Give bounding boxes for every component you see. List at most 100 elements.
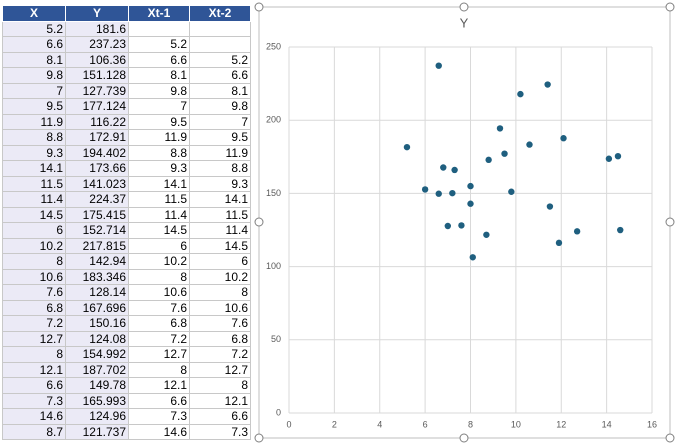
- data-point: [444, 222, 452, 230]
- table-cell: 10.6: [2, 268, 66, 285]
- table-row: 12.1 187.702 8 12.7: [2, 361, 251, 378]
- table-cell: 6: [2, 222, 66, 239]
- table-cell: 167.696: [65, 299, 129, 316]
- table-row: 8.7 121.737 14.6 7.3: [2, 423, 251, 440]
- column-header: Y: [65, 5, 129, 22]
- table-row: 6.6 237.23 5.2: [2, 36, 251, 53]
- table-cell: 12.7: [2, 330, 66, 347]
- y-tick-label: 250: [266, 41, 281, 51]
- table-cell: 124.08: [65, 330, 129, 347]
- table-cell: 8: [2, 346, 66, 363]
- y-tick-label: 100: [266, 261, 281, 271]
- table-cell: 9.5: [128, 113, 190, 130]
- table-cell: 217.815: [65, 237, 129, 254]
- table-row: 9.3 194.402 8.8 11.9: [2, 144, 251, 161]
- x-tick-label: 8: [468, 419, 473, 429]
- table-cell: 172.91: [65, 129, 129, 146]
- table-cell: 9.3: [2, 144, 66, 161]
- table-cell: 6: [189, 253, 251, 270]
- data-point: [435, 190, 442, 197]
- table-cell: 7.3: [189, 423, 251, 440]
- table-row: 5.2 181.6: [2, 20, 251, 37]
- data-point: [544, 81, 551, 88]
- table-cell: 177.124: [65, 98, 129, 115]
- table-cell: 6.6: [189, 67, 251, 84]
- data-point: [451, 166, 458, 174]
- data-point: [403, 143, 411, 151]
- table-cell: 6.6: [2, 377, 66, 394]
- data-point: [469, 254, 476, 261]
- data-point: [614, 152, 622, 160]
- table-cell: 152.714: [65, 222, 129, 239]
- x-tick-label: 16: [647, 419, 657, 429]
- x-tick-label: 6: [423, 419, 428, 429]
- table-row: 8 142.94 10.2 6: [2, 253, 251, 270]
- x-tick-label: 12: [556, 419, 566, 429]
- table-cell: 187.702: [65, 361, 129, 378]
- table-cell: 8.7: [2, 423, 66, 440]
- table-cell: 9.8: [128, 82, 190, 99]
- data-point: [440, 164, 447, 171]
- table-row: 8 154.992 12.7 7.2: [2, 346, 251, 363]
- data-point: [485, 156, 492, 164]
- data-table: X Y Xt-1 Xt-2 5.2 181.6 6.6 237.23 5.2 8.1 106.36 6…: [2, 5, 251, 440]
- table-cell: 7.3: [128, 408, 190, 425]
- table-cell: 237.23: [65, 36, 129, 53]
- table-cell: 7.2: [189, 346, 251, 363]
- data-point: [546, 203, 554, 210]
- data-point: [501, 150, 508, 157]
- table-cell: 10.6: [189, 299, 251, 316]
- resize-handle: [665, 217, 675, 227]
- data-point: [517, 90, 524, 98]
- table-row: 9.5 177.124 7 9.8: [2, 98, 251, 115]
- table-cell: 116.22: [65, 113, 129, 130]
- table-cell: 11.5: [2, 175, 66, 192]
- table-cell: 6.6: [128, 392, 190, 409]
- resize-handle: [665, 433, 675, 443]
- table-row: 6.6 149.78 12.1 8: [2, 377, 251, 394]
- table-row: 6 152.714 14.5 11.4: [2, 222, 251, 239]
- table-row: 10.2 217.815 6 14.5: [2, 237, 251, 254]
- table-cell: 142.94: [65, 253, 129, 270]
- table-cell: 6.6: [128, 51, 190, 68]
- x-tick-label: 0: [286, 419, 291, 429]
- y-tick-label: 50: [271, 334, 281, 344]
- data-point: [573, 228, 581, 235]
- column-header: Xt-2: [189, 5, 251, 22]
- table-row: 11.9 116.22 9.5 7: [2, 113, 251, 130]
- resize-handle: [254, 2, 264, 12]
- data-point: [435, 62, 442, 69]
- data-point: [421, 186, 429, 193]
- table-cell: 7.6: [189, 315, 251, 332]
- chart-title: Y: [460, 15, 469, 30]
- table-cell: 8.8: [128, 144, 190, 161]
- table-cell: 9.8: [2, 67, 66, 84]
- data-point: [449, 189, 456, 197]
- table-row: 8.8 172.91 11.9 9.5: [2, 129, 251, 146]
- table-cell: 181.6: [65, 20, 129, 37]
- data-point: [555, 239, 563, 247]
- table-row: 7.3 165.993 6.6 12.1: [2, 392, 251, 409]
- table-row: 14.5 175.415 11.4 11.5: [2, 206, 251, 223]
- y-tick-label: 200: [266, 115, 281, 125]
- table-cell: 7.2: [2, 315, 66, 332]
- resize-handle: [254, 217, 264, 227]
- table-cell: 121.737: [65, 423, 129, 440]
- table-body: 5.2 181.6 6.6 237.23 5.2 8.1 106.36 6.6 5.2 9.8 15…: [2, 20, 251, 440]
- chart-frame: [258, 6, 671, 439]
- data-point: [458, 222, 465, 229]
- table-row: 11.5 141.023 14.1 9.3: [2, 175, 251, 192]
- data-point: [467, 200, 474, 207]
- table-cell: 5.2: [189, 51, 251, 68]
- table-cell: 11.9: [128, 129, 190, 146]
- table-cell: 194.402: [65, 144, 129, 161]
- resize-handle: [665, 2, 675, 12]
- table-cell: 165.993: [65, 392, 129, 409]
- resize-handle: [459, 433, 469, 443]
- table-row: 8.1 106.36 6.6 5.2: [2, 51, 251, 68]
- table-cell: 175.415: [65, 206, 129, 223]
- table-cell: 12.1: [2, 361, 66, 378]
- table-cell: 5.2: [2, 20, 66, 37]
